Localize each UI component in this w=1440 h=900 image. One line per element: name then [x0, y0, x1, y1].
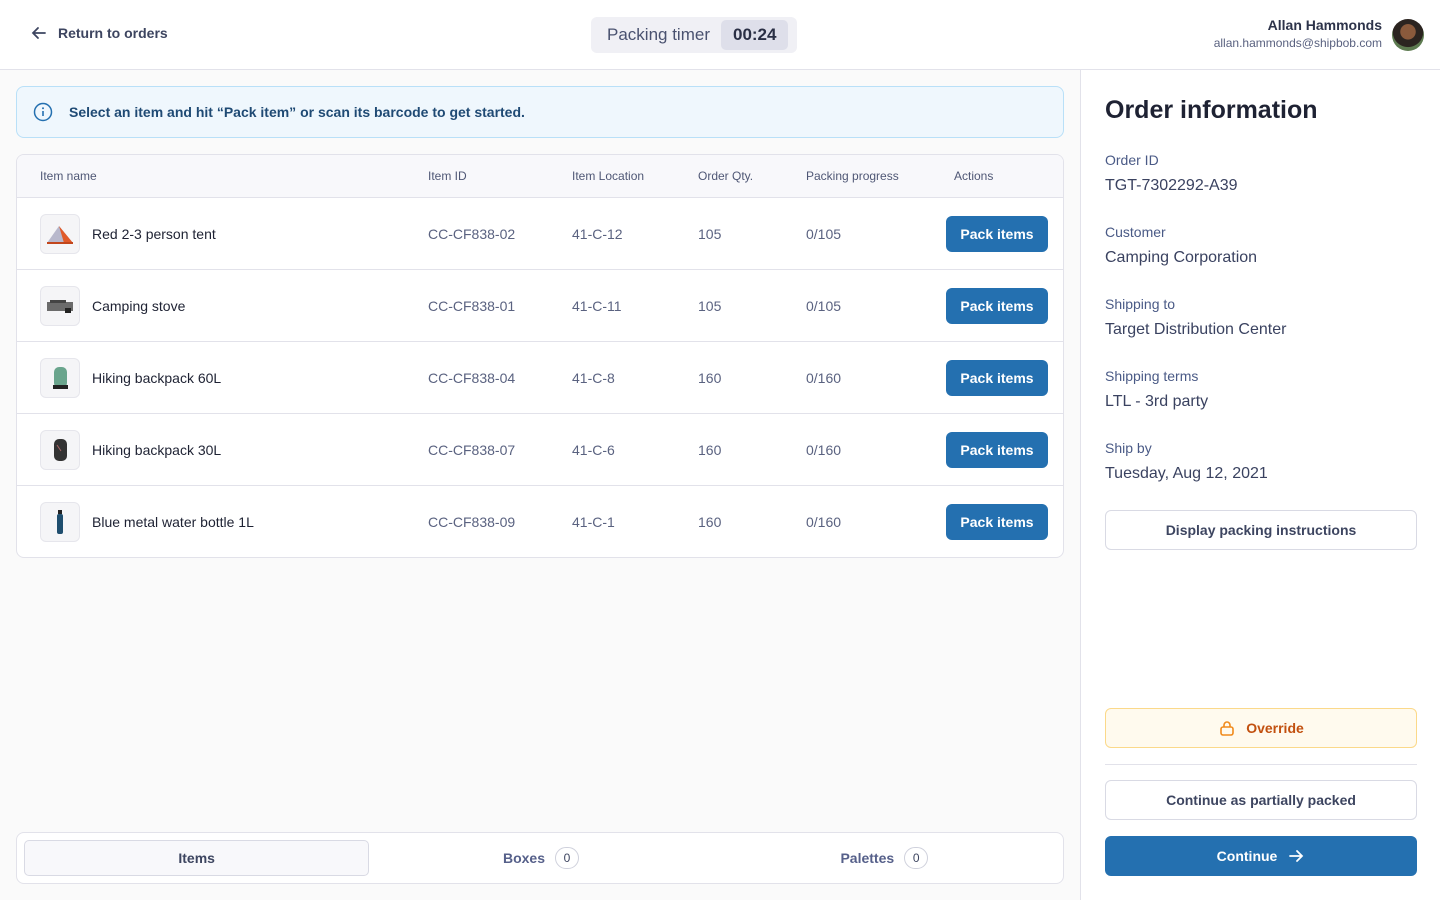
main-content: Select an item and hit “Pack item” or sc… — [0, 70, 1080, 900]
pack-items-button[interactable]: Pack items — [946, 216, 1048, 252]
field-customer: Customer Camping Corporation — [1105, 224, 1257, 267]
order-information-panel: Order information Order ID TGT-7302292-A3… — [1080, 70, 1440, 900]
info-icon — [33, 102, 53, 122]
item-id: CC-CF838-02 — [428, 225, 516, 242]
banner-text: Select an item and hit “Pack item” or sc… — [69, 104, 525, 120]
continue-button[interactable]: Continue — [1105, 836, 1417, 876]
table-row: Hiking backpack 30L CC-CF838-07 41-C-6 1… — [17, 414, 1063, 486]
item-id: CC-CF838-07 — [428, 441, 516, 458]
user-email: allan.hammonds@shipbob.com — [1213, 36, 1382, 50]
item-location: 41-C-8 — [572, 369, 615, 386]
user-name: Allan Hammonds — [1267, 17, 1382, 33]
timer-value: 00:24 — [720, 20, 789, 50]
order-qty: 105 — [698, 225, 722, 242]
field-value: LTL - 3rd party — [1105, 393, 1209, 410]
continue-label: Continue — [1216, 848, 1278, 864]
table-row: Blue metal water bottle 1L CC-CF838-09 4… — [17, 486, 1063, 557]
item-id: CC-CF838-09 — [428, 514, 516, 530]
continue-partially-packed-button[interactable]: Continue as partially packed — [1105, 780, 1417, 820]
col-item-location: Item Location — [572, 169, 645, 183]
item-id: CC-CF838-04 — [428, 369, 516, 386]
packing-timer: Packing timer 00:24 — [591, 17, 797, 53]
packing-progress: 0/160 — [806, 369, 842, 386]
tab-items[interactable]: Items — [24, 840, 370, 876]
table-header: Item name Item ID Item Location Order Qt… — [17, 155, 1063, 198]
field-order-id: Order ID TGT-7302292-A39 — [1105, 152, 1238, 195]
timer-label: Packing timer — [607, 25, 710, 44]
field-shipping-terms: Shipping terms LTL - 3rd party — [1105, 368, 1208, 411]
item-thumbnail — [40, 430, 80, 470]
top-bar: Return to orders Packing timer 00:24 All… — [0, 0, 1440, 70]
col-order-qty: Order Qty. — [698, 169, 754, 183]
field-value: TGT-7302292-A39 — [1105, 177, 1238, 194]
field-label: Customer — [1105, 224, 1166, 240]
packing-progress: 0/105 — [806, 225, 842, 242]
item-name: Blue metal water bottle 1L — [92, 514, 254, 530]
avatar[interactable] — [1392, 19, 1424, 51]
pack-items-button[interactable]: Pack items — [946, 288, 1048, 324]
col-actions: Actions — [954, 169, 994, 183]
col-item-id: Item ID — [428, 169, 467, 183]
order-qty: 105 — [698, 297, 722, 314]
item-location: 41-C-11 — [572, 297, 622, 314]
divider — [1105, 764, 1417, 765]
tab-label: Items — [178, 850, 215, 866]
item-name: Hiking backpack 30L — [92, 441, 222, 458]
item-location: 41-C-6 — [572, 441, 615, 458]
tab-label: Boxes — [502, 850, 545, 866]
item-thumbnail — [40, 502, 80, 542]
user-info: Allan Hammonds allan.hammonds@shipbob.co… — [1214, 17, 1382, 50]
tab-label: Palettes — [840, 850, 895, 866]
packing-progress: 0/160 — [806, 441, 842, 458]
items-table: Item name Item ID Item Location Order Qt… — [16, 154, 1064, 558]
order-qty: 160 — [698, 514, 722, 530]
field-value: Tuesday, Aug 12, 2021 — [1105, 465, 1268, 482]
item-name: Hiking backpack 60L — [92, 369, 222, 386]
item-thumbnail — [40, 286, 80, 326]
order-qty: 160 — [698, 441, 722, 458]
field-label: Shipping terms — [1105, 368, 1199, 384]
table-row: Hiking backpack 60L CC-CF838-04 41-C-8 1… — [17, 342, 1063, 414]
lock-icon — [1220, 721, 1235, 736]
item-name: Red 2-3 person tent — [92, 225, 216, 242]
packing-progress: 0/105 — [806, 297, 842, 314]
bottom-tabs: Items Boxes 0 Palettes 0 — [16, 832, 1064, 884]
item-location: 41-C-12 — [572, 225, 623, 242]
tab-boxes[interactable]: Boxes 0 — [369, 840, 712, 876]
field-label: Ship by — [1105, 440, 1152, 456]
table-row: Red 2-3 person tent CC-CF838-02 41-C-12 … — [17, 198, 1063, 270]
pack-items-button[interactable]: Pack items — [946, 360, 1048, 396]
table-row: Camping stove CC-CF838-01 41-C-11 105 0/… — [17, 270, 1063, 342]
field-value: Camping Corporation — [1105, 249, 1258, 266]
order-qty: 160 — [698, 369, 722, 386]
arrow-right-icon — [1289, 850, 1304, 862]
packing-progress: 0/160 — [806, 514, 842, 530]
count-badge: 0 — [904, 847, 929, 869]
return-to-orders-link[interactable]: Return to orders — [30, 24, 168, 42]
field-ship-by: Ship by Tuesday, Aug 12, 2021 — [1105, 440, 1268, 483]
tab-palettes[interactable]: Palettes 0 — [713, 840, 1056, 876]
field-label: Order ID — [1105, 152, 1159, 168]
panel-title: Order information — [1105, 96, 1318, 124]
count-badge: 0 — [555, 847, 579, 869]
info-banner: Select an item and hit “Pack item” or sc… — [16, 86, 1064, 138]
field-label: Shipping to — [1105, 296, 1176, 312]
override-label: Override — [1246, 720, 1304, 736]
arrow-left-icon — [31, 27, 46, 39]
pack-items-button[interactable]: Pack items — [946, 504, 1048, 540]
col-item-name: Item name — [40, 169, 97, 183]
item-name: Camping stove — [92, 297, 186, 314]
return-label: Return to orders — [58, 25, 168, 41]
item-thumbnail — [40, 214, 80, 254]
field-shipping-to: Shipping to Target Distribution Center — [1105, 296, 1286, 339]
item-location: 41-C-1 — [572, 514, 615, 530]
item-thumbnail — [40, 358, 80, 398]
item-id: CC-CF838-01 — [428, 297, 516, 314]
pack-items-button[interactable]: Pack items — [946, 432, 1048, 468]
field-value: Target Distribution Center — [1105, 321, 1287, 338]
display-packing-instructions-button[interactable]: Display packing instructions — [1105, 510, 1417, 550]
override-button[interactable]: Override — [1105, 708, 1417, 748]
col-packing-progress: Packing progress — [806, 169, 899, 183]
